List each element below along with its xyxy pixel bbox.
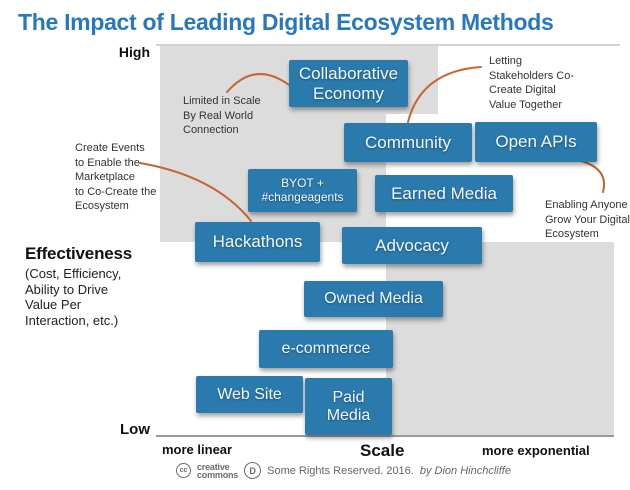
method-box-e-commerce: e-commerce [259, 330, 393, 368]
x-axis-line [156, 435, 614, 437]
quadrant-bottom-right [386, 242, 614, 435]
annotation-letting-stakeholders: Letting Stakeholders Co- Create Digital … [489, 55, 574, 111]
y-axis-low-label: Low [120, 421, 150, 438]
method-box-hackathons: Hackathons [195, 222, 320, 262]
method-box-web-site: Web Site [196, 376, 303, 413]
x-axis-title: Scale [360, 441, 405, 460]
y-axis-high-label: High [118, 44, 150, 60]
cc-license-icon: D [244, 462, 262, 479]
creative-commons-icon: cc [176, 463, 191, 478]
method-box-byot-changeagents: BYOT + #changeagents [248, 169, 357, 212]
method-box-community: Community [344, 123, 472, 162]
y-axis-title: Effectiveness [25, 244, 133, 263]
method-box-collaborative-economy: Collaborative Economy [289, 60, 408, 107]
annotation-enabling-anyone: Enabling Anyone Grow Your Digital Ecosys… [545, 199, 630, 241]
footer-credits: cc creative commons D Some Rights Reserv… [176, 462, 511, 479]
method-box-advocacy: Advocacy [342, 227, 482, 264]
y-axis-subtitle: (Cost, Efficiency, Ability to Drive Valu… [25, 266, 122, 328]
method-box-paid-media: Paid Media [305, 378, 392, 435]
plot-top-border [156, 44, 620, 46]
x-axis-left-label: more linear [162, 442, 233, 457]
rights-reserved-text: Some Rights Reserved. 2016. [267, 464, 414, 477]
x-axis-right-label: more exponential [482, 443, 590, 458]
method-box-open-apis: Open APIs [475, 122, 597, 162]
author-credit: by Dion Hinchcliffe [419, 464, 511, 477]
page-title: The Impact of Leading Digital Ecosystem … [18, 9, 554, 35]
annotation-create-events: Create Events to Enable the Marketplace … [75, 142, 157, 213]
method-box-earned-media: Earned Media [375, 175, 513, 212]
connector-open-apis-to-enabling [580, 160, 605, 193]
creative-commons-wordmark: creative commons [197, 461, 239, 480]
method-box-owned-media: Owned Media [304, 281, 443, 317]
annotation-limited-in-scale: Limited in Scale By Real World Connectio… [183, 95, 261, 137]
